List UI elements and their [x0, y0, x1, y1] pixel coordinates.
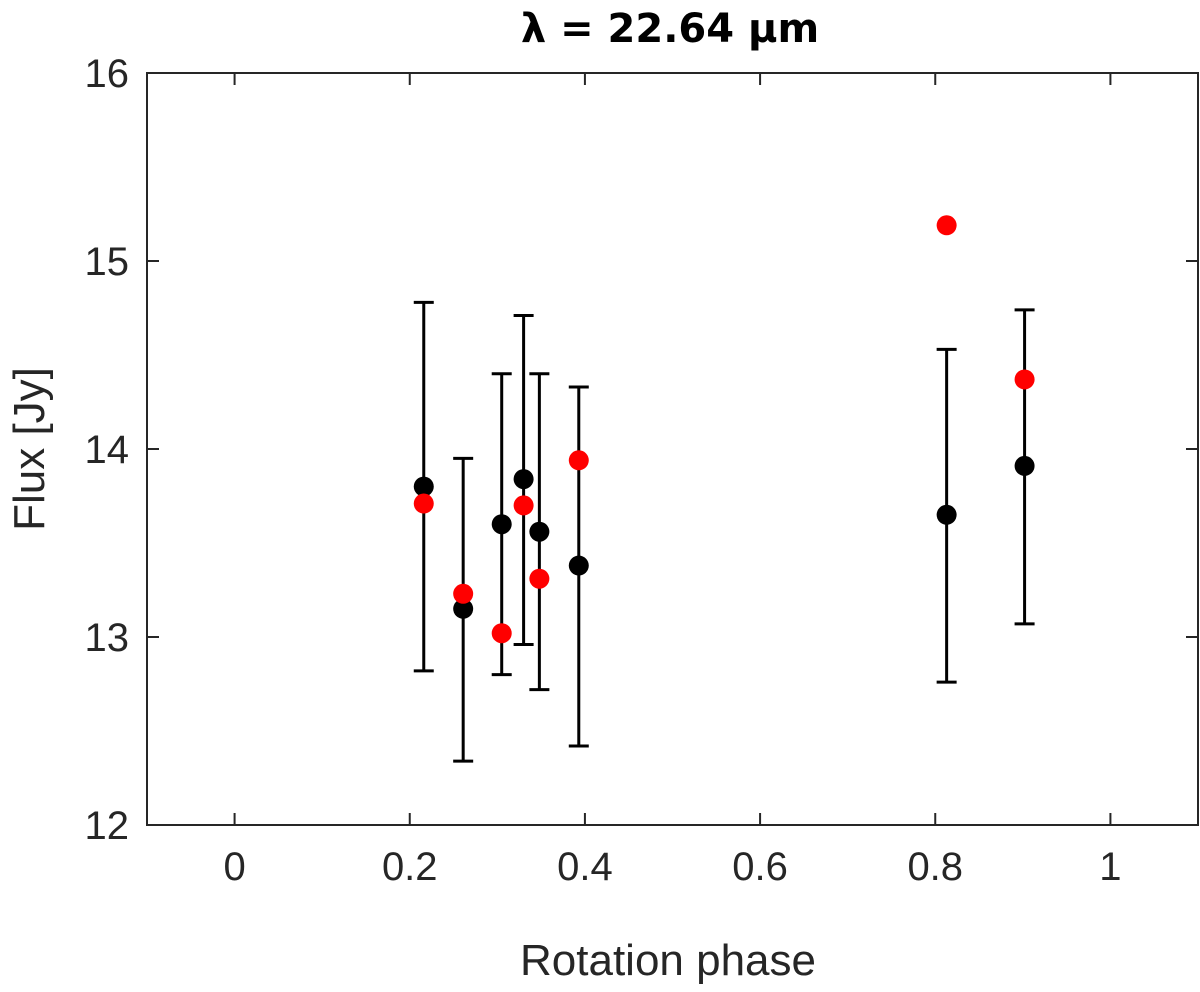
model-point [1014, 369, 1035, 390]
data-markers [413, 215, 1035, 644]
observed-point [513, 469, 534, 490]
observed-point [491, 514, 512, 535]
observed-point [453, 598, 474, 619]
x-tick-label: 1 [1099, 845, 1121, 889]
y-tick-label: 14 [85, 428, 130, 472]
x-axis-label: Rotation phase [520, 936, 816, 985]
plot-area [146, 72, 1199, 826]
model-point [453, 583, 474, 604]
model-point [568, 450, 589, 471]
model-point [413, 493, 434, 514]
observed-point [568, 555, 589, 576]
x-tick-label: 0.2 [382, 845, 438, 889]
y-tick-label: 12 [85, 804, 130, 848]
chart-title: λ = 22.64 μm [521, 6, 819, 52]
observed-point [413, 476, 434, 497]
y-axis-label: Flux [Jy] [5, 367, 54, 531]
y-tick-label: 13 [85, 616, 130, 660]
x-tick-label: 0.4 [557, 845, 613, 889]
x-tick-label: 0 [223, 845, 245, 889]
y-tick-label: 16 [85, 52, 130, 96]
x-tick-label: 0.8 [907, 845, 963, 889]
model-point [491, 623, 512, 644]
observed-point [1014, 455, 1035, 476]
y-tick-label: 15 [85, 240, 130, 284]
x-axis: 0 0.2 0.4 0.6 0.8 1 [223, 73, 1122, 889]
x-tick-label: 0.6 [732, 845, 788, 889]
model-point [529, 568, 550, 589]
y-axis: 12 13 14 15 16 [85, 52, 1198, 848]
observed-point [529, 521, 550, 542]
model-point [936, 215, 957, 236]
model-point [513, 495, 534, 516]
observed-point [936, 504, 957, 525]
